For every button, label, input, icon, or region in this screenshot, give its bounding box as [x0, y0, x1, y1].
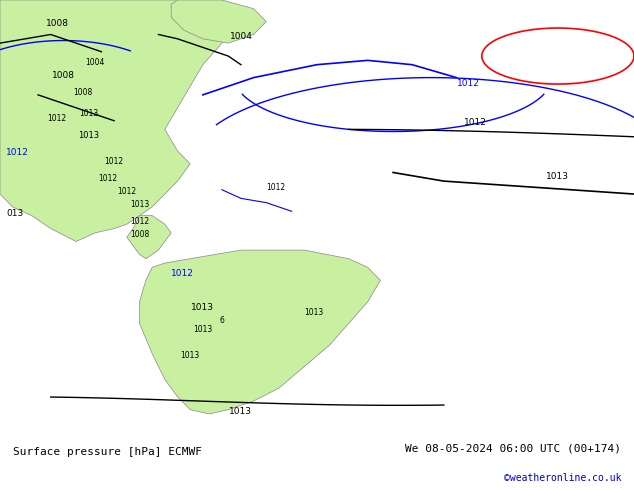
- Text: 1012: 1012: [266, 183, 285, 192]
- Text: 1012: 1012: [6, 148, 29, 157]
- Polygon shape: [171, 0, 266, 43]
- Text: 1013: 1013: [130, 200, 149, 209]
- Text: 1013: 1013: [191, 303, 214, 313]
- Text: 1008: 1008: [52, 71, 75, 79]
- Text: 013: 013: [6, 209, 23, 218]
- Text: 1008: 1008: [73, 88, 92, 97]
- Polygon shape: [127, 216, 171, 259]
- Text: 1013: 1013: [79, 109, 98, 119]
- Text: 1013: 1013: [193, 325, 212, 334]
- Text: 1012: 1012: [48, 114, 67, 122]
- Text: 1008: 1008: [46, 19, 68, 28]
- Text: 1012: 1012: [456, 79, 479, 88]
- Text: 1013: 1013: [547, 172, 569, 181]
- Polygon shape: [0, 0, 241, 242]
- Text: 1013: 1013: [181, 351, 200, 360]
- Text: 1004: 1004: [86, 58, 105, 67]
- Text: 1012: 1012: [98, 174, 117, 183]
- Text: 1008: 1008: [130, 230, 149, 239]
- Text: 1012: 1012: [117, 187, 136, 196]
- Text: 1004: 1004: [230, 32, 252, 41]
- Text: 6: 6: [219, 317, 224, 325]
- Polygon shape: [139, 250, 380, 414]
- Text: 1013: 1013: [78, 131, 100, 140]
- Text: 1013: 1013: [230, 407, 252, 416]
- Text: Surface pressure [hPa] ECMWF: Surface pressure [hPa] ECMWF: [13, 447, 202, 457]
- Text: We 08-05-2024 06:00 UTC (00+174): We 08-05-2024 06:00 UTC (00+174): [405, 444, 621, 454]
- Text: 1012: 1012: [105, 157, 124, 166]
- Text: 1012: 1012: [130, 217, 149, 226]
- Text: 1012: 1012: [464, 118, 487, 127]
- Text: 1012: 1012: [171, 269, 194, 278]
- Text: ©weatheronline.co.uk: ©weatheronline.co.uk: [504, 473, 621, 483]
- Text: 1013: 1013: [304, 308, 323, 317]
